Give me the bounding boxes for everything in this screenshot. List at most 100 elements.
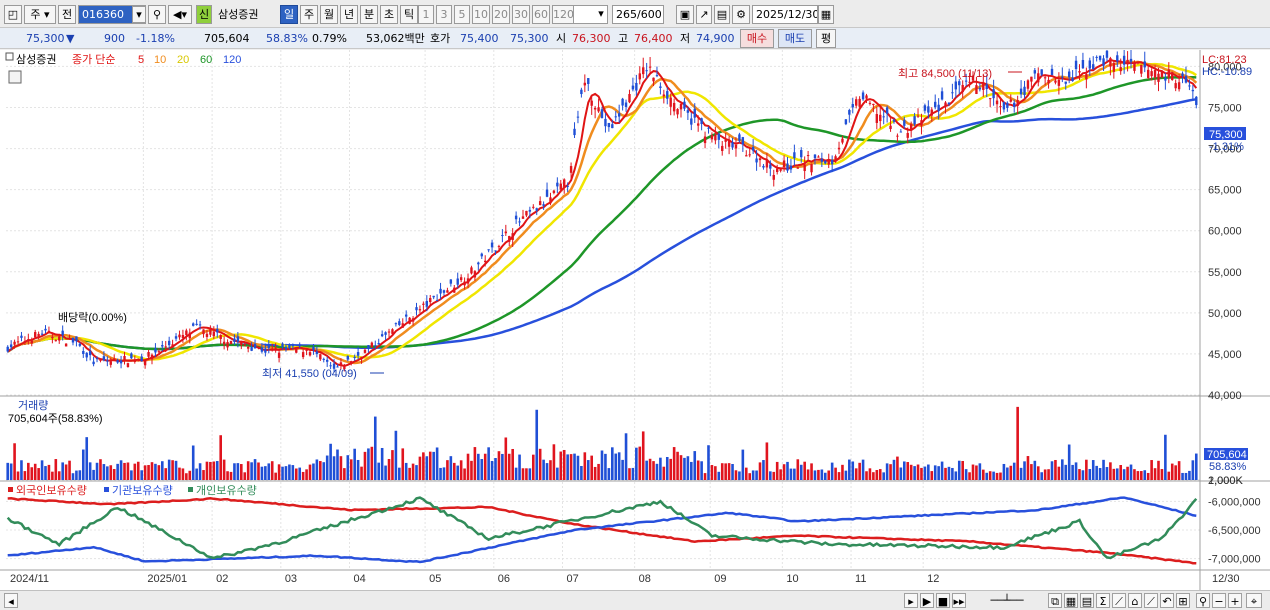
volume-bar — [9, 463, 13, 480]
draw-icon[interactable]: ↗ — [696, 5, 712, 24]
line-tool-icon[interactable]: ⟋ — [1112, 593, 1126, 608]
candle-body — [892, 119, 896, 122]
volume-bar — [734, 470, 738, 480]
pattern-icon[interactable]: ⊞ — [1176, 593, 1190, 608]
open-label: 시 — [556, 32, 567, 45]
bid-label: 호가 — [430, 32, 451, 45]
candle-body — [1167, 69, 1171, 78]
window-icon[interactable]: ◰ — [4, 5, 22, 24]
stop-icon[interactable]: ■ — [936, 593, 950, 608]
plus-icon[interactable]: + — [1228, 593, 1242, 608]
volume-bar — [559, 451, 563, 480]
volume-bar — [710, 465, 714, 480]
candle-body — [944, 102, 947, 106]
volume-bar — [1119, 465, 1123, 480]
volume-bar — [1181, 472, 1184, 480]
settings-icon[interactable]: ⌖ — [1246, 593, 1262, 608]
period-1-button[interactable]: 주 — [300, 5, 318, 24]
stock-chart[interactable]: 80,000 75,000 70,000 65,000 60,000 55,000 50,0… — [0, 50, 1270, 590]
candle-body — [477, 262, 480, 265]
gear-icon[interactable]: ⚙ — [732, 5, 750, 24]
interval-1-button[interactable]: 1 — [418, 5, 434, 24]
code-dropdown-icon[interactable]: ▾ — [132, 6, 146, 23]
calculator-icon[interactable] — [8, 70, 22, 84]
buy-button[interactable]: 매수 — [740, 29, 774, 48]
undo-icon[interactable]: ↶ — [1160, 593, 1174, 608]
volume-bar — [1191, 460, 1195, 480]
period-5-button[interactable]: 초 — [380, 5, 398, 24]
text-tool-icon[interactable]: ⌂ — [1128, 593, 1142, 608]
volume-bar — [109, 465, 113, 480]
search-icon[interactable]: ⚲ — [148, 5, 166, 24]
volume-bar — [769, 471, 772, 480]
trend-tool-icon[interactable]: ⟋ — [1144, 593, 1158, 608]
interval-60-button[interactable]: 60 — [532, 5, 550, 24]
candle-body — [99, 359, 102, 361]
data-count-input[interactable]: 265/600 — [612, 5, 664, 24]
zoom-icon[interactable]: ⚲ — [1196, 593, 1210, 608]
candle-body — [192, 323, 195, 326]
candle-body — [1033, 70, 1037, 74]
candle-body — [315, 351, 319, 355]
minus-icon[interactable]: − — [1212, 593, 1226, 608]
save-icon[interactable]: ▤ — [714, 5, 730, 24]
candle-body — [727, 140, 731, 147]
period-3-button[interactable]: 년 — [340, 5, 358, 24]
volume-bar — [373, 416, 377, 480]
volume-bar — [665, 456, 669, 480]
candle-body — [319, 354, 322, 360]
step-icon[interactable]: ▶ — [920, 593, 934, 608]
mode-button[interactable]: 전 — [58, 5, 76, 24]
holdings-legend-swatch — [104, 487, 109, 492]
volume-bar — [164, 468, 168, 480]
market-select[interactable]: 주 ▾ — [24, 5, 56, 24]
period-2-button[interactable]: 월 — [320, 5, 338, 24]
candle-body — [1064, 81, 1067, 84]
crosshair-icon[interactable]: ▣ — [676, 5, 694, 24]
play-icon[interactable]: ▸ — [904, 593, 918, 608]
zoom-slider[interactable]: ──┴── — [990, 594, 1024, 607]
volume-bar — [738, 471, 741, 480]
candle-body — [1078, 71, 1081, 73]
date-input[interactable]: 2025/12/30 — [752, 5, 818, 24]
volume-bar — [978, 463, 982, 480]
interval-10-button[interactable]: 10 — [472, 5, 490, 24]
table-icon[interactable]: ▤ — [1080, 593, 1094, 608]
candle-body — [1081, 59, 1085, 69]
interval-20-button[interactable]: 20 — [492, 5, 510, 24]
volume-bar — [909, 464, 913, 480]
layout-icon[interactable]: ⧉ — [1048, 593, 1062, 608]
volume-bar — [298, 467, 302, 480]
candle-body — [109, 361, 112, 365]
volume-bar — [401, 448, 405, 480]
calendar-icon[interactable]: ▦ — [818, 5, 834, 24]
fast-forward-icon[interactable]: ▸▸ — [952, 593, 966, 608]
holdings-legend-swatch — [8, 487, 13, 492]
period-4-button[interactable]: 분 — [360, 5, 378, 24]
interval-5-button[interactable]: 5 — [454, 5, 470, 24]
interval-120-button[interactable]: 120 — [552, 5, 574, 24]
sell-button[interactable]: 매도 — [778, 29, 812, 48]
interval-3-button[interactable]: 3 — [436, 5, 452, 24]
candle-body — [872, 103, 875, 106]
period-0-button[interactable]: 일 — [280, 5, 298, 24]
volume-bar — [470, 460, 473, 480]
candle-body — [233, 338, 236, 343]
volume-bar — [641, 431, 645, 480]
scroll-left-icon[interactable]: ◂ — [4, 593, 18, 608]
candle-body — [968, 81, 971, 83]
candle-body — [27, 339, 30, 342]
candle-body — [607, 122, 611, 128]
interval-dropdown-icon[interactable]: ▾ — [598, 7, 604, 20]
volume-tag-pct: 58.83% — [1209, 461, 1247, 473]
volume-bar — [1002, 463, 1006, 480]
stock-code-input[interactable]: 016360 — [78, 5, 146, 24]
speaker-icon[interactable]: ◀▾ — [168, 5, 192, 24]
grid-icon[interactable]: ▦ — [1064, 593, 1078, 608]
period-6-button[interactable]: 틱 — [400, 5, 418, 24]
eval-button[interactable]: 평 — [816, 29, 836, 48]
candle-body — [909, 124, 913, 130]
sum-icon[interactable]: Σ — [1096, 593, 1110, 608]
expand-icon[interactable] — [5, 52, 14, 61]
interval-30-button[interactable]: 30 — [512, 5, 530, 24]
